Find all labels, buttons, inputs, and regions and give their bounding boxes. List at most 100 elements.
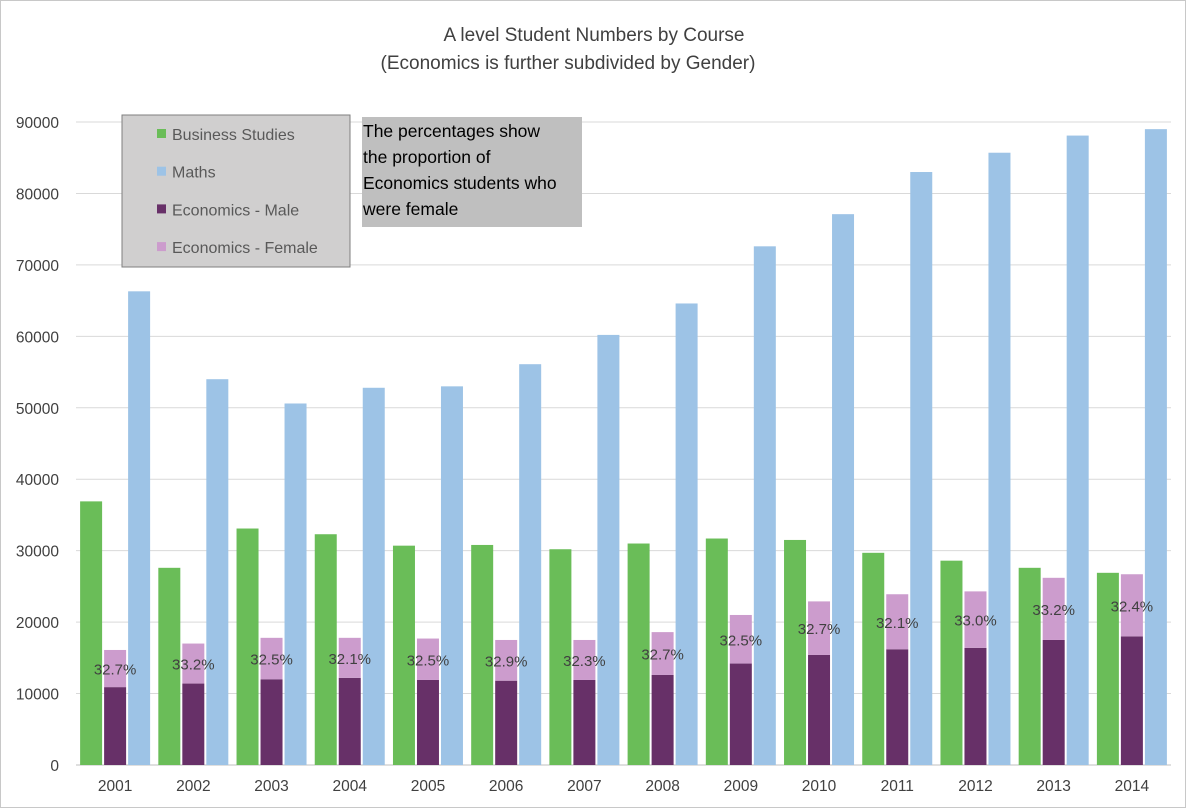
bars — [80, 129, 1167, 766]
bar-business-studies-2007 — [549, 549, 572, 765]
y-tick-label: 60000 — [16, 329, 59, 346]
bar-maths-2007 — [597, 334, 620, 765]
data-label-2011: 32.1% — [876, 615, 919, 632]
x-tick-label: 2005 — [411, 778, 445, 795]
bar-business-studies-2008 — [627, 543, 650, 765]
x-tick-label: 2008 — [645, 778, 679, 795]
data-label-2004: 32.1% — [328, 651, 371, 668]
data-label-2007: 32.3% — [563, 653, 606, 670]
bar-economics-male-2011 — [886, 649, 909, 765]
bar-maths-2010 — [832, 214, 855, 765]
legend-label-economics-female: Economics - Female — [172, 240, 318, 257]
y-tick-label: 20000 — [16, 615, 59, 632]
bar-economics-male-2004 — [338, 677, 361, 765]
bar-economics-female-2012 — [964, 591, 987, 648]
bar-business-studies-2012 — [940, 560, 963, 765]
bar-economics-male-2010 — [808, 654, 831, 765]
bar-business-studies-2014 — [1096, 572, 1119, 765]
legend-box — [121, 114, 351, 268]
data-label-2006: 32.9% — [485, 653, 528, 670]
annotation-box — [362, 117, 582, 227]
bar-business-studies-2010 — [784, 539, 807, 765]
annotation: The percentages show the proportion of E… — [362, 117, 582, 227]
legend-label-business-studies: Business Studies — [172, 127, 295, 144]
data-label-2001: 32.7% — [94, 662, 137, 679]
bar-economics-male-2009 — [729, 663, 752, 765]
bar-maths-2001 — [128, 291, 151, 765]
data-label-2008: 32.7% — [641, 647, 684, 664]
x-tick-label: 2001 — [98, 778, 132, 795]
x-axis-ticks: 2001 2002 2003 2004 2005 2006 2007 2008 2009 2010… — [98, 778, 1150, 795]
bar-economics-male-2005 — [416, 679, 439, 765]
bar-economics-female-2001 — [104, 649, 127, 688]
bar-economics-male-2003 — [260, 679, 283, 765]
y-tick-label: 0 — [50, 758, 59, 775]
bar-economics-male-2002 — [182, 683, 205, 765]
bar-business-studies-2009 — [705, 538, 728, 765]
legend-swatch-economics-male — [157, 204, 166, 214]
x-tick-label: 2012 — [958, 778, 992, 795]
annotation-line-1: The percentages show — [363, 121, 540, 141]
x-tick-label: 2014 — [1115, 778, 1150, 795]
bar-economics-female-2005 — [416, 638, 439, 680]
y-tick-label: 10000 — [16, 687, 59, 704]
y-tick-label: 70000 — [16, 258, 59, 275]
y-tick-label: 50000 — [16, 401, 59, 418]
bar-business-studies-2003 — [236, 528, 259, 765]
bar-economics-female-2014 — [1120, 574, 1143, 637]
bar-economics-male-2001 — [104, 687, 127, 765]
data-label-2005: 32.5% — [407, 652, 450, 669]
x-tick-label: 2007 — [567, 778, 601, 795]
bar-business-studies-2005 — [392, 545, 415, 765]
bar-business-studies-2002 — [158, 567, 181, 765]
bar-maths-2008 — [675, 303, 698, 765]
x-tick-label: 2010 — [802, 778, 837, 795]
bar-economics-female-2006 — [495, 639, 518, 681]
bar-maths-2002 — [206, 379, 229, 765]
bar-economics-female-2013 — [1042, 577, 1065, 640]
bar-maths-2012 — [988, 152, 1011, 765]
bar-economics-male-2006 — [495, 680, 518, 765]
legend-swatch-maths — [157, 166, 166, 176]
chart-subtitle: (Economics is further subdivided by Gend… — [381, 53, 756, 74]
bar-business-studies-2006 — [471, 544, 494, 765]
y-tick-label: 40000 — [16, 472, 59, 489]
bar-economics-female-2011 — [886, 594, 909, 650]
bar-economics-female-2007 — [573, 639, 596, 680]
y-axis-ticks: 0 10000 20000 30000 40000 50000 60000 70000 8000… — [16, 115, 59, 775]
x-tick-label: 2013 — [1036, 778, 1070, 795]
data-labels: 32.7% 33.2% 32.5% 32.1% 32.5% 32.9% 32.3% 32.7%… — [94, 598, 1153, 678]
bar-business-studies-2004 — [314, 534, 337, 765]
legend: Business Studies Maths Economics - Male Eco… — [121, 114, 351, 268]
bar-business-studies-2013 — [1018, 567, 1041, 765]
data-label-2014: 32.4% — [1111, 598, 1154, 615]
data-label-2012: 33.0% — [954, 613, 997, 630]
bar-maths-2005 — [440, 386, 463, 765]
bar-economics-female-2004 — [338, 637, 361, 678]
bar-maths-2004 — [362, 387, 385, 765]
x-tick-label: 2011 — [881, 778, 914, 795]
data-label-2002: 33.2% — [172, 657, 215, 674]
bar-maths-2013 — [1066, 135, 1089, 765]
y-tick-label: 80000 — [16, 186, 59, 203]
bar-maths-2006 — [519, 364, 542, 765]
x-tick-label: 2009 — [724, 778, 758, 795]
legend-swatch-economics-female — [157, 242, 166, 252]
bar-business-studies-2001 — [80, 501, 103, 765]
bar-economics-male-2014 — [1120, 636, 1143, 765]
annotation-line-3: Economics students who — [363, 173, 557, 193]
legend-label-maths: Maths — [172, 165, 216, 182]
data-label-2003: 32.5% — [250, 652, 293, 669]
bar-economics-female-2008 — [651, 632, 674, 675]
x-tick-label: 2003 — [254, 778, 288, 795]
data-label-2013: 33.2% — [1032, 602, 1075, 619]
annotation-line-2: the proportion of — [363, 147, 491, 167]
annotation-line-4: were female — [362, 199, 458, 219]
bar-economics-female-2003 — [260, 637, 283, 680]
x-tick-label: 2006 — [489, 778, 523, 795]
data-label-2009: 32.5% — [720, 632, 763, 649]
bar-maths-2003 — [284, 403, 307, 765]
bar-maths-2011 — [910, 172, 933, 765]
